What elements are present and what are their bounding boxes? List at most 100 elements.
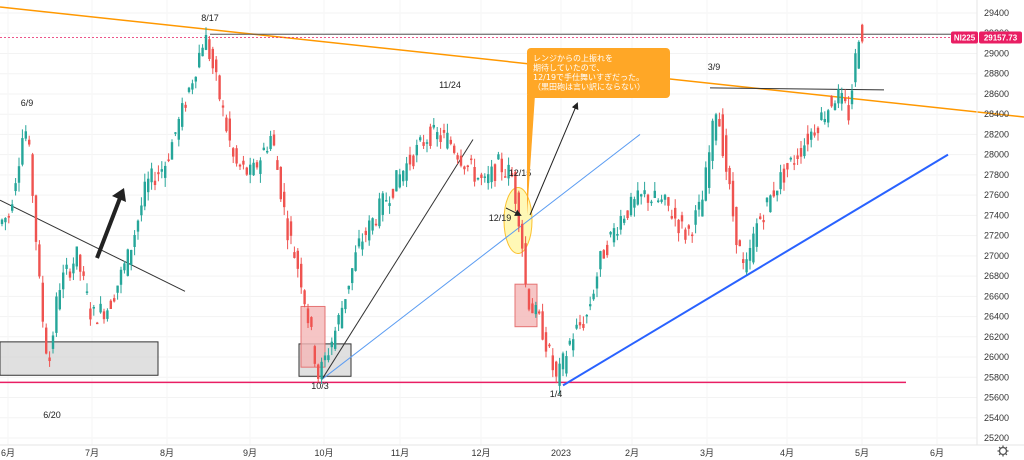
candle-body[interactable]	[466, 165, 469, 168]
candle-body[interactable]	[429, 126, 432, 146]
candle-body[interactable]	[75, 246, 78, 267]
candle-body[interactable]	[323, 355, 327, 361]
candle-body[interactable]	[847, 105, 850, 121]
candle-body[interactable]	[582, 323, 585, 328]
candle-body[interactable]	[425, 142, 429, 144]
candle-body[interactable]	[646, 194, 650, 203]
candle-body[interactable]	[483, 176, 486, 178]
candle-body[interactable]	[89, 308, 92, 320]
candle-body[interactable]	[398, 174, 401, 188]
candle-body[interactable]	[755, 223, 758, 247]
candle-body[interactable]	[578, 322, 582, 326]
candle-body[interactable]	[779, 172, 782, 190]
candle-body[interactable]	[534, 305, 537, 315]
candle-body[interactable]	[123, 263, 126, 271]
candle-body[interactable]	[619, 216, 622, 230]
candle-body[interactable]	[21, 138, 24, 165]
candle-body[interactable]	[235, 148, 238, 164]
candle-body[interactable]	[759, 216, 762, 219]
candle-body[interactable]	[623, 218, 626, 223]
candle-body[interactable]	[79, 254, 82, 272]
candle-body[interactable]	[415, 144, 418, 156]
candle-body[interactable]	[201, 47, 204, 57]
candle-body[interactable]	[419, 137, 422, 141]
candle-body[interactable]	[718, 118, 721, 127]
candle-body[interactable]	[347, 285, 350, 290]
candle-body[interactable]	[680, 215, 684, 222]
candle-body[interactable]	[816, 127, 820, 134]
candle-body[interactable]	[303, 290, 306, 305]
candle-body[interactable]	[606, 244, 609, 256]
candle-body[interactable]	[371, 218, 374, 231]
candle-body[interactable]	[167, 159, 170, 161]
candle-body[interactable]	[184, 104, 187, 108]
candle-body[interactable]	[572, 339, 575, 351]
candle-body[interactable]	[803, 145, 806, 157]
candle-body[interactable]	[174, 132, 177, 134]
candle-body[interactable]	[650, 201, 653, 204]
candle-body[interactable]	[728, 168, 731, 185]
candle-body[interactable]	[136, 220, 140, 232]
candle-body[interactable]	[701, 199, 704, 217]
candle-body[interactable]	[585, 314, 588, 317]
candle-body[interactable]	[276, 160, 279, 170]
candle-body[interactable]	[215, 59, 218, 73]
candle-body[interactable]	[609, 231, 612, 235]
candle-body[interactable]	[612, 228, 616, 243]
candle-body[interactable]	[283, 191, 286, 208]
candle-body[interactable]	[208, 39, 211, 60]
candle-body[interactable]	[17, 166, 21, 183]
candle-body[interactable]	[551, 355, 554, 371]
candle-body[interactable]	[65, 264, 68, 269]
candle-body[interactable]	[861, 24, 864, 42]
candle-body[interactable]	[272, 134, 276, 146]
candle-body[interactable]	[7, 216, 10, 218]
candle-body[interactable]	[721, 114, 724, 156]
candle-body[interactable]	[500, 158, 503, 173]
candle-body[interactable]	[402, 170, 405, 182]
candle-body[interactable]	[850, 90, 854, 105]
callout-note[interactable]	[527, 48, 670, 98]
candle-body[interactable]	[463, 166, 466, 170]
candle-body[interactable]	[636, 190, 639, 205]
candle-body[interactable]	[106, 310, 109, 319]
candle-body[interactable]	[11, 204, 14, 211]
candle-body[interactable]	[170, 142, 174, 160]
candle-body[interactable]	[820, 112, 823, 121]
candle-body[interactable]	[786, 163, 789, 170]
candle-body[interactable]	[544, 332, 548, 352]
candle-body[interactable]	[344, 299, 347, 310]
candle-body[interactable]	[854, 53, 857, 83]
candle-body[interactable]	[245, 167, 248, 175]
candle-body[interactable]	[266, 150, 269, 153]
candle-body[interactable]	[558, 363, 561, 386]
candle-body[interactable]	[602, 250, 605, 259]
candle-body[interactable]	[310, 317, 313, 327]
candle-body[interactable]	[58, 290, 61, 310]
candle-body[interactable]	[96, 322, 99, 325]
candle-body[interactable]	[691, 234, 694, 237]
candle-body[interactable]	[364, 230, 367, 235]
candle-body[interactable]	[395, 170, 398, 192]
candle-body[interactable]	[164, 165, 167, 178]
candle-body[interactable]	[48, 357, 51, 362]
candle-body[interactable]	[157, 172, 160, 175]
candle-body[interactable]	[279, 166, 282, 200]
candle-body[interactable]	[436, 132, 439, 140]
candle-body[interactable]	[667, 197, 670, 206]
candle-body[interactable]	[368, 220, 371, 241]
candle-body[interactable]	[177, 119, 180, 140]
candle-body[interactable]	[629, 196, 633, 216]
candle-body[interactable]	[538, 311, 541, 314]
candle-body[interactable]	[776, 190, 779, 196]
candle-body[interactable]	[92, 307, 95, 309]
candle-body[interactable]	[269, 135, 272, 150]
candle-body[interactable]	[296, 250, 299, 269]
candle-body[interactable]	[524, 243, 527, 285]
candle-body[interactable]	[255, 162, 259, 168]
candle-body[interactable]	[810, 131, 813, 140]
candle-body[interactable]	[704, 167, 707, 201]
candle-body[interactable]	[752, 233, 755, 263]
candle-body[interactable]	[225, 117, 228, 132]
candle-body[interactable]	[442, 130, 446, 133]
